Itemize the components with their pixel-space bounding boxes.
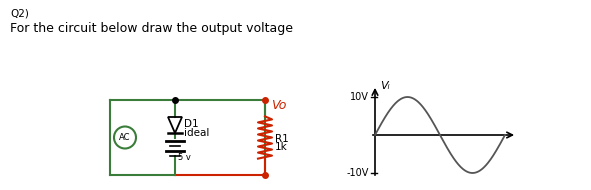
Text: Vo: Vo	[271, 99, 287, 112]
Text: AC: AC	[119, 133, 131, 142]
Text: -10V: -10V	[347, 168, 369, 178]
Text: D1: D1	[184, 119, 199, 129]
Text: 1k: 1k	[275, 142, 288, 153]
Text: 10V: 10V	[350, 92, 369, 102]
Text: Q2): Q2)	[10, 8, 29, 18]
Text: 5 v: 5 v	[178, 153, 191, 162]
Text: For the circuit below draw the output voltage: For the circuit below draw the output vo…	[10, 22, 293, 35]
Text: ideal: ideal	[184, 128, 209, 138]
Text: R1: R1	[275, 134, 289, 143]
Text: Vᵢ: Vᵢ	[380, 81, 389, 91]
